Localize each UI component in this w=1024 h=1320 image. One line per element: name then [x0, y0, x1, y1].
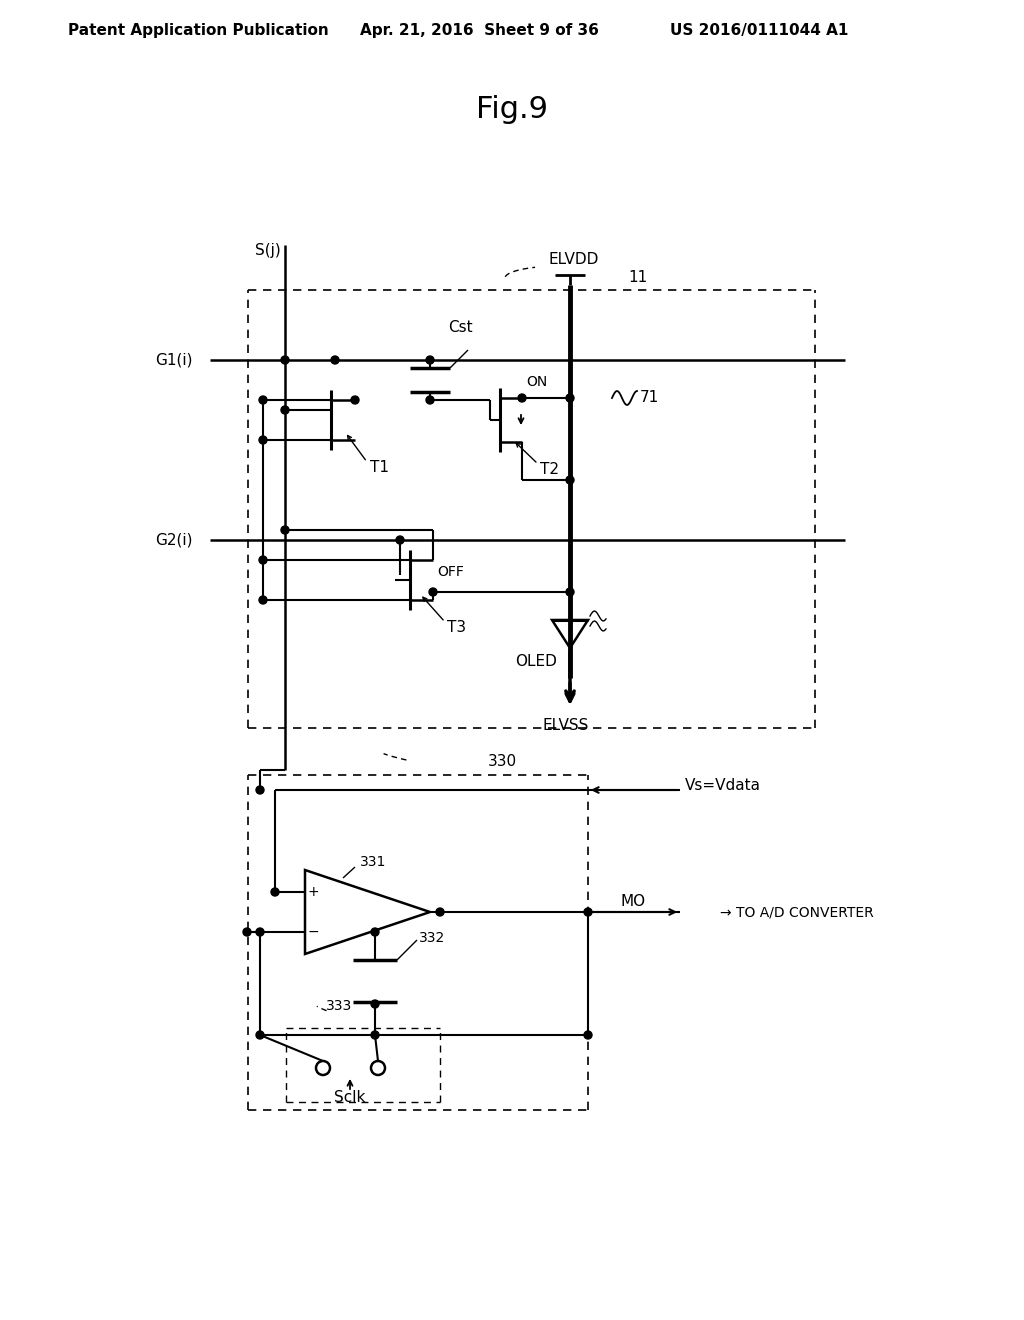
Text: → TO A/D CONVERTER: → TO A/D CONVERTER	[720, 906, 873, 919]
Circle shape	[429, 587, 437, 597]
Circle shape	[584, 1031, 592, 1039]
Text: T1: T1	[370, 461, 389, 475]
Text: 331: 331	[360, 855, 386, 869]
Text: OFF: OFF	[437, 565, 464, 579]
Circle shape	[331, 356, 339, 364]
Circle shape	[243, 928, 251, 936]
Circle shape	[281, 525, 289, 535]
Circle shape	[436, 908, 444, 916]
Text: 332: 332	[419, 931, 445, 945]
Circle shape	[584, 908, 592, 916]
Circle shape	[256, 785, 264, 795]
Circle shape	[271, 888, 279, 896]
Text: ELVSS: ELVSS	[542, 718, 589, 734]
Circle shape	[259, 556, 267, 564]
Text: 71: 71	[640, 391, 659, 405]
Text: −: −	[307, 925, 318, 939]
Text: Fig.9: Fig.9	[476, 95, 548, 124]
Circle shape	[371, 928, 379, 936]
Text: ELVDD: ELVDD	[548, 252, 598, 268]
Text: 330: 330	[488, 755, 517, 770]
Text: OLED: OLED	[515, 655, 557, 669]
Circle shape	[518, 393, 526, 403]
Text: ON: ON	[526, 375, 547, 389]
Circle shape	[256, 1031, 264, 1039]
Text: S(j): S(j)	[255, 243, 281, 257]
Circle shape	[396, 536, 404, 544]
Text: T2: T2	[540, 462, 559, 478]
Circle shape	[259, 436, 267, 444]
Circle shape	[259, 597, 267, 605]
Circle shape	[426, 356, 434, 364]
Circle shape	[256, 928, 264, 936]
Text: Vs=Vdata: Vs=Vdata	[685, 777, 761, 792]
Circle shape	[566, 393, 574, 403]
Text: Apr. 21, 2016  Sheet 9 of 36: Apr. 21, 2016 Sheet 9 of 36	[360, 22, 599, 37]
Circle shape	[259, 396, 267, 404]
Text: T3: T3	[447, 620, 466, 635]
Text: G1(i): G1(i)	[155, 352, 193, 367]
Circle shape	[566, 477, 574, 484]
Text: Sclk: Sclk	[334, 1090, 366, 1106]
Text: G2(i): G2(i)	[155, 532, 193, 548]
Circle shape	[351, 396, 359, 404]
Text: Cst: Cst	[449, 321, 473, 335]
Circle shape	[281, 356, 289, 364]
Text: MO: MO	[620, 895, 645, 909]
Circle shape	[566, 587, 574, 597]
Circle shape	[371, 1001, 379, 1008]
Text: US 2016/0111044 A1: US 2016/0111044 A1	[670, 22, 848, 37]
Circle shape	[426, 396, 434, 404]
Text: +: +	[307, 884, 318, 899]
Text: 11: 11	[628, 271, 647, 285]
Text: Patent Application Publication: Patent Application Publication	[68, 22, 329, 37]
Circle shape	[281, 407, 289, 414]
Circle shape	[371, 1031, 379, 1039]
Text: 333: 333	[326, 999, 352, 1012]
